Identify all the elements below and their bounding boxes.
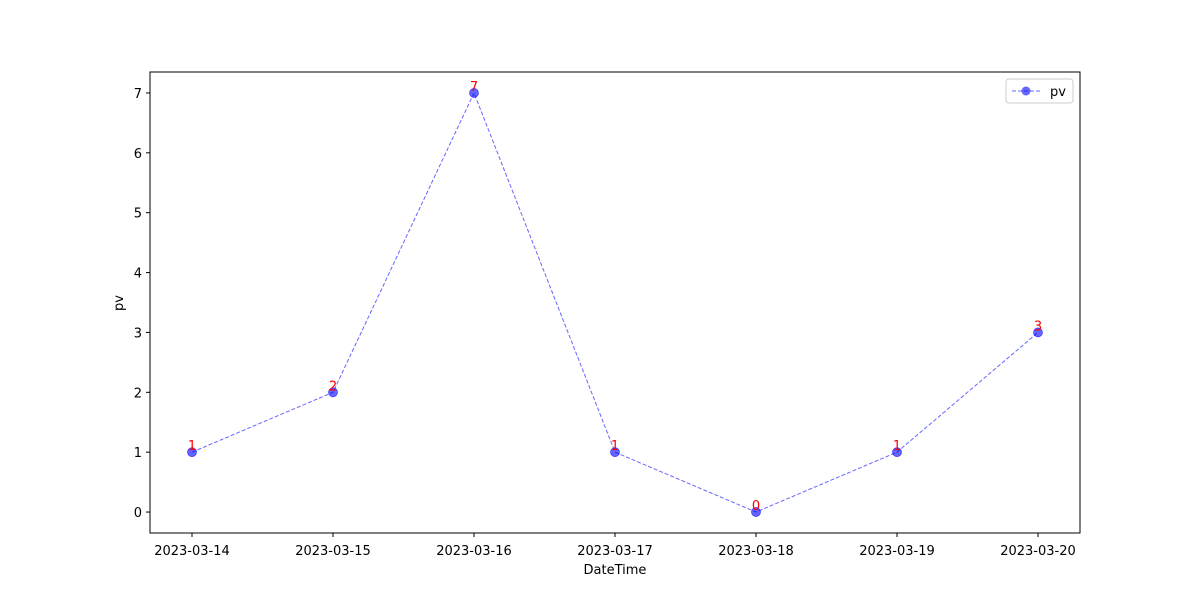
data-point bbox=[751, 507, 761, 517]
data-point bbox=[1033, 327, 1043, 338]
data-point bbox=[469, 88, 479, 98]
series-layer bbox=[187, 88, 1043, 517]
data-label: 1 bbox=[188, 439, 196, 454]
plot-frame bbox=[149, 71, 1081, 534]
data-label: 0 bbox=[752, 499, 760, 514]
y-tick-label: 1 bbox=[134, 446, 142, 461]
plot-background bbox=[150, 72, 1080, 533]
legend: pv bbox=[1005, 78, 1074, 104]
data-label: 1 bbox=[611, 439, 619, 454]
x-tick-label: 2023-03-20 bbox=[1000, 544, 1076, 559]
data-label: 7 bbox=[470, 80, 478, 95]
data-label: 1 bbox=[893, 439, 901, 454]
y-tick-label: 5 bbox=[134, 207, 142, 222]
data-labels: 1 2 7 1 0 1 3 bbox=[188, 80, 1042, 514]
x-axis-label: DateTime bbox=[584, 563, 647, 578]
x-tick-label: 2023-03-17 bbox=[577, 544, 653, 559]
data-label: 2 bbox=[329, 379, 337, 394]
data-point bbox=[187, 447, 197, 458]
y-axis-label: pv bbox=[112, 295, 127, 311]
x-tick-label: 2023-03-16 bbox=[436, 544, 512, 559]
y-tick-label: 3 bbox=[134, 326, 142, 341]
legend-marker bbox=[1021, 86, 1031, 96]
x-tick-label: 2023-03-19 bbox=[859, 544, 935, 559]
y-axis-ticks: 0 1 2 3 4 5 6 7 bbox=[134, 87, 150, 521]
y-tick-label: 7 bbox=[134, 87, 142, 102]
data-label: 3 bbox=[1034, 319, 1042, 334]
x-tick-label: 2023-03-14 bbox=[154, 544, 230, 559]
y-tick-label: 2 bbox=[134, 386, 142, 401]
x-axis-ticks: 2023-03-14 2023-03-15 2023-03-16 2023-03-17… bbox=[154, 533, 1076, 559]
y-tick-label: 6 bbox=[134, 147, 142, 162]
data-point bbox=[892, 447, 902, 458]
data-point bbox=[610, 447, 620, 458]
data-point bbox=[328, 387, 338, 398]
legend-label: pv bbox=[1050, 85, 1066, 100]
y-tick-label: 0 bbox=[134, 506, 142, 521]
x-tick-label: 2023-03-15 bbox=[295, 544, 371, 559]
y-tick-label: 4 bbox=[134, 267, 142, 282]
x-tick-label: 2023-03-18 bbox=[718, 544, 794, 559]
